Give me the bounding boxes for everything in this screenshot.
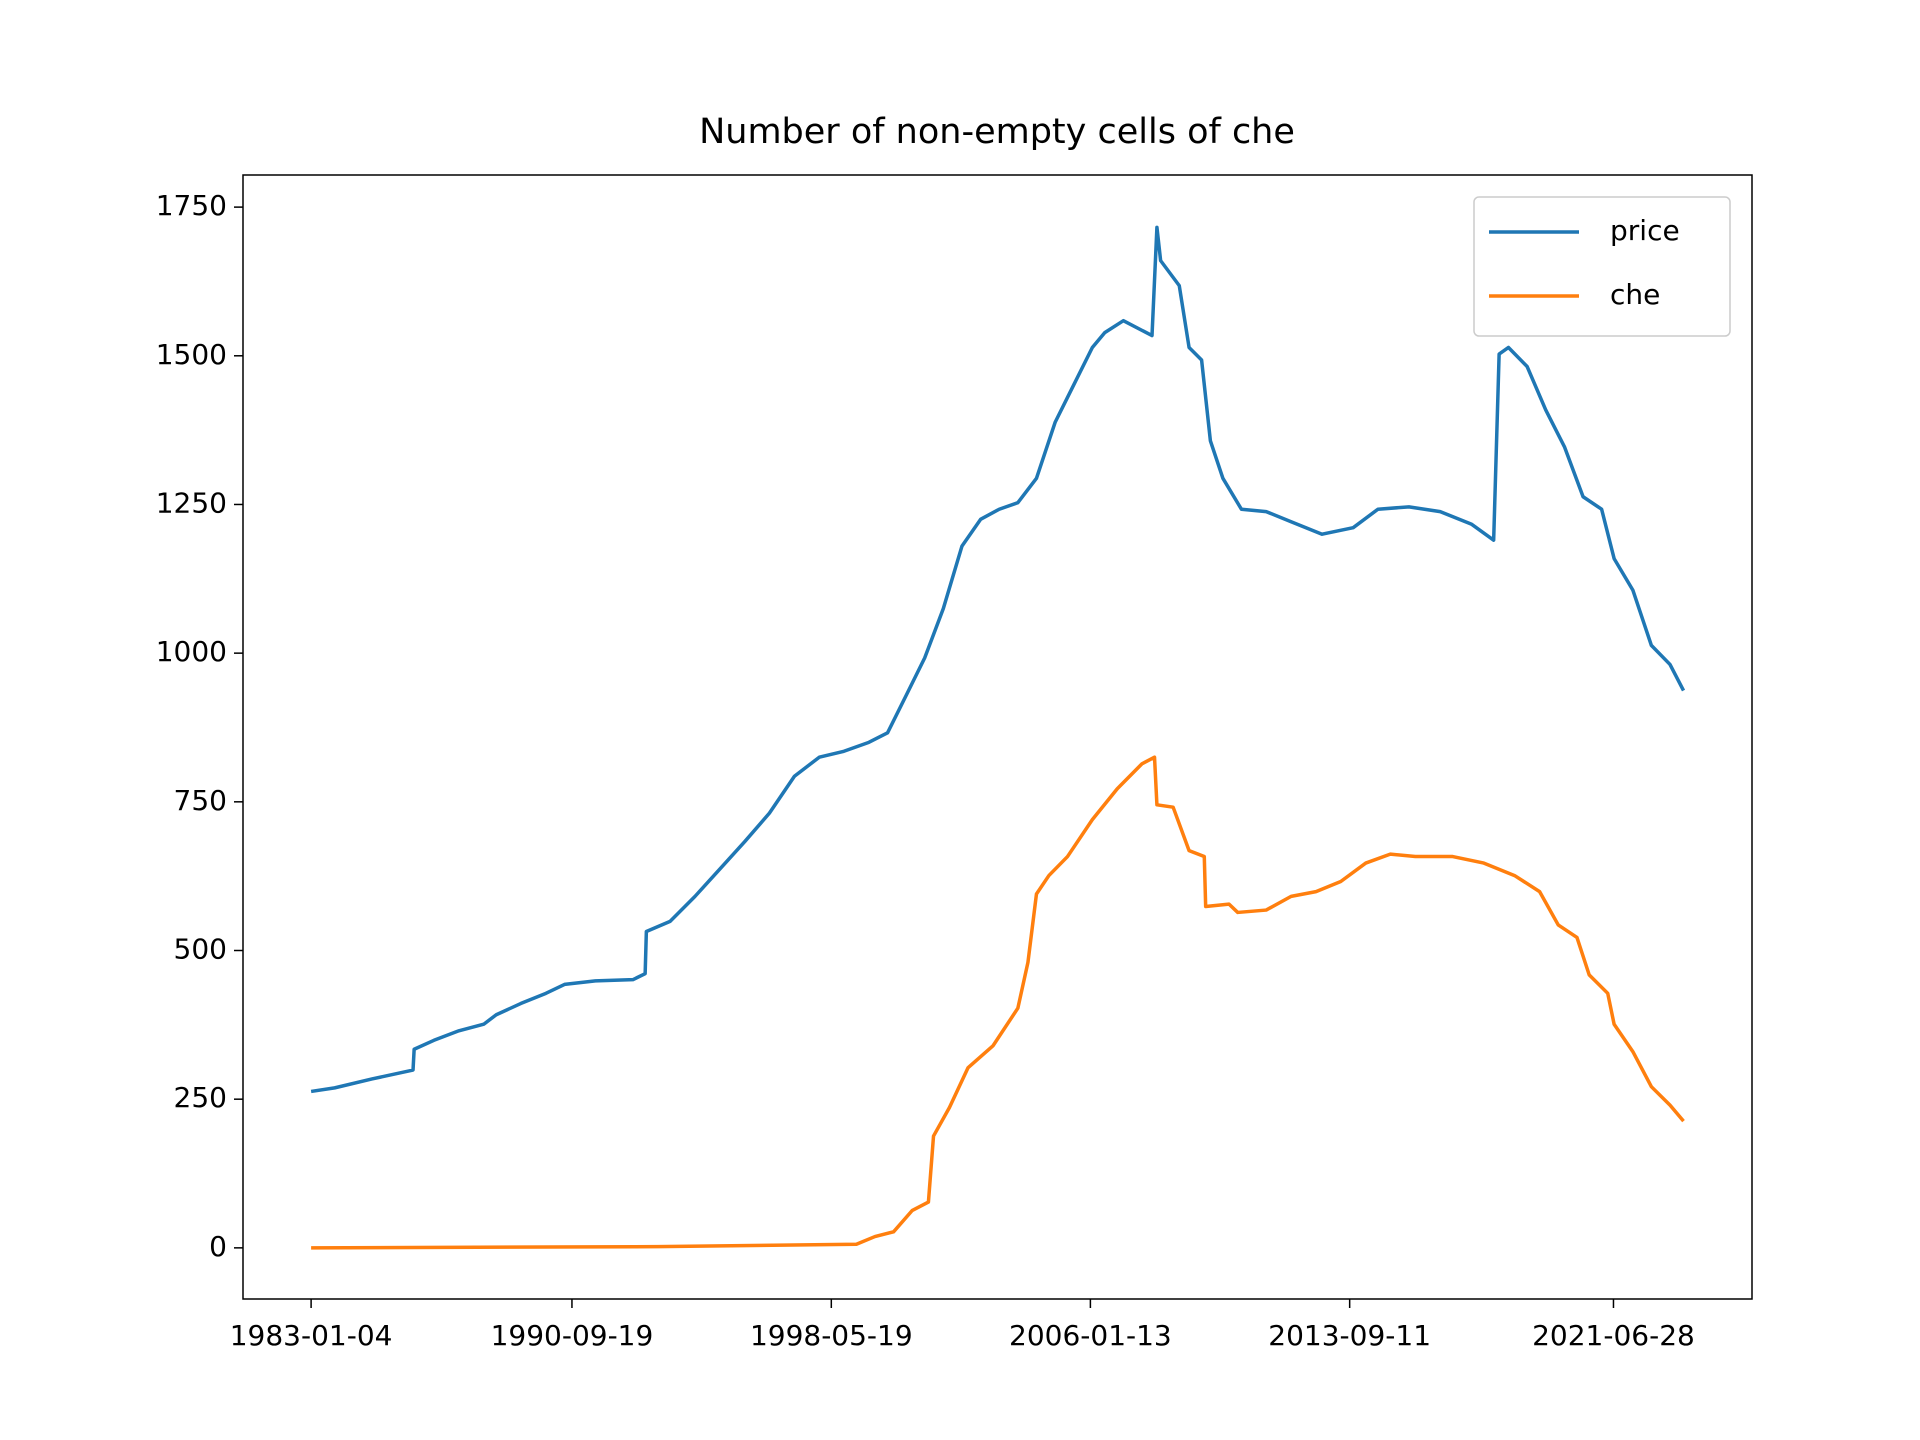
y-tick-label: 1750 [156, 189, 227, 222]
x-tick-label: 2013-09-11 [1268, 1319, 1431, 1352]
y-tick-label: 250 [174, 1081, 227, 1114]
plot-frame [242, 174, 1753, 1300]
y-tick-label: 750 [174, 784, 227, 817]
y-tick-label: 0 [209, 1230, 227, 1263]
line-series [310, 225, 1686, 1094]
y-tick-label: 500 [174, 933, 227, 966]
x-tick-label: 2006-01-13 [1009, 1319, 1172, 1352]
legend-label: price [1610, 214, 1680, 247]
line-series [311, 755, 1685, 1250]
x-tick-label: 1998-05-19 [750, 1319, 913, 1352]
y-tick-label: 1250 [156, 486, 227, 519]
x-tick-label: 1983-01-04 [230, 1319, 393, 1352]
legend-box [1473, 196, 1731, 337]
x-tick-label: 1990-09-19 [491, 1319, 654, 1352]
y-tick-label: 1500 [156, 338, 227, 371]
chart-title: Number of non-empty cells of che [699, 112, 1295, 152]
x-tick-label: 2021-06-28 [1532, 1319, 1695, 1352]
y-tick-label: 1000 [156, 635, 227, 668]
legend-label: che [1610, 278, 1660, 311]
